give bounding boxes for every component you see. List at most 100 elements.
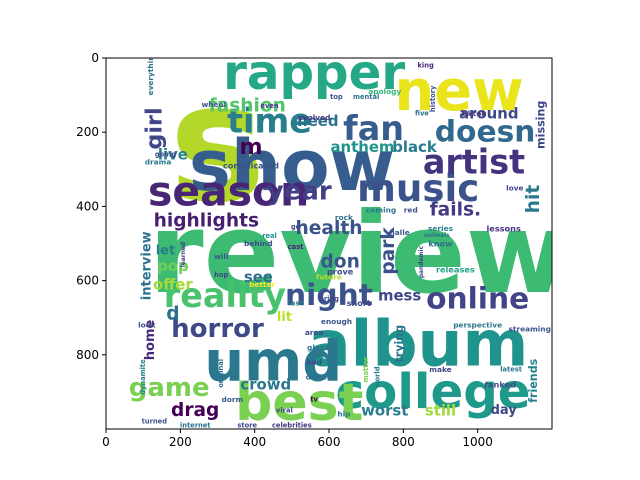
word-complicated-64: complicated [223,161,279,171]
word-online-18: online [426,282,529,317]
word-cast-80: cast [288,243,304,251]
word-let-39: let [156,243,176,258]
word-look-103: look [138,321,157,330]
word-hop-68: hop [214,271,228,279]
word-coming-75: coming [366,206,396,215]
word-make-92: make [429,365,451,374]
word-night-17: night [285,278,373,313]
word-time-14: time [227,102,312,141]
word-animals-111: animals [424,233,450,239]
word-five-58: five [415,110,429,118]
word-top-55: top [330,93,343,101]
y-tick-label-600: 600 [76,274,99,288]
word-fails-29: fails. [430,200,482,221]
word-college-6: college [336,364,531,420]
word-king-59: king [417,61,434,69]
word-red-76: red [404,206,418,215]
word-go-79: go [291,223,301,231]
word-future-71: future [316,272,342,281]
word-drama-62: drama [145,157,172,166]
word-evolved-56: evolved [298,113,331,122]
word-latest-93: latest [500,366,523,374]
word-celebrities-99: celebrities [272,421,312,429]
word-will-67: will [214,252,228,261]
word-everything-52: everything [146,50,155,95]
word-area-87: area [305,328,324,337]
word-friends-49: friends [527,358,540,402]
word-offer-38: offer [153,275,193,293]
x-tick-label-1000: 1000 [462,435,493,449]
x-tick-label-200: 200 [169,435,192,449]
x-tick-label-600: 600 [318,435,341,449]
word-highlights-22: highlights [154,211,259,232]
word-prove-70: prove [327,266,354,276]
word-streaming-90: streaming [509,324,551,333]
word-short-83: short [347,298,371,308]
word-s-1: s [169,48,266,239]
word-matter-109: matter [362,356,370,382]
word-enough-86: enough [321,317,352,326]
word-year-15: year [267,177,332,207]
word-know-81: know [428,239,453,249]
word-fashion-24: fashion [209,96,286,117]
word-interview-41: interview [139,231,154,300]
word-worst-46: worst [361,401,408,419]
word-black-27: black [392,138,438,156]
word-learned-106: learned [181,242,187,267]
y-tick-label-0: 0 [91,51,99,65]
word-love-82: love [506,183,523,192]
word-see-40: see [244,268,273,286]
word-glass-88: glass [307,343,329,352]
word-m-34: m [239,134,262,160]
word-store-98: store [237,421,257,429]
word-going-63: going [155,150,176,158]
word-hip-97: hip [337,410,350,419]
word-history-107: history [429,85,437,112]
x-tick-label-800: 800 [392,435,415,449]
x-tick-label-0: 0 [102,435,110,449]
word-turned-101: turned [142,418,168,426]
word-internet-100: internet [180,421,211,429]
word-halle-77: halle [389,228,409,237]
y-tick-label-400: 400 [76,199,99,213]
word-ranked-91: ranked [484,379,516,389]
word-fan-13: fan [343,109,404,148]
word-bad-95: bad [306,358,322,367]
word-last-84: last [288,298,304,307]
word-pop-37: pop [157,257,189,275]
word-hit-30: hit [523,185,544,214]
word-original-105: original [217,359,225,388]
word-mess-42: mess [378,286,421,304]
word-home-44: home [143,320,158,361]
word-d-51: d [166,303,179,324]
word-missing-31: missing [534,101,547,149]
word-lit-43: lit [277,310,292,325]
word-health-23: health [296,218,363,239]
word-drag-21: drag [171,400,219,421]
word-doesn-12: doesn [435,115,536,150]
word-crowd-45: crowd [240,375,291,393]
word-perspective-89: perspective [453,321,502,330]
word-around-28: around [459,105,518,123]
word-real-66: real [262,232,277,240]
word-girl-32: girl [141,107,167,149]
word-behind-65: behind [244,239,273,248]
word-don-36: don [320,252,359,273]
word-releases-72: releases [436,264,475,274]
word-lessons-73: lessons [486,224,521,234]
word-rapper-4: rapper [223,45,405,101]
word-need-25: need [297,112,338,130]
x-tick-label-400: 400 [243,435,266,449]
word-album-5: album [308,307,528,381]
word-trying-50: trying [393,325,406,363]
x-axis: 0 200 400 600 800 1000 [102,429,493,449]
word-game-20: game [129,373,210,403]
word-world-108: world [373,366,381,387]
word-show-2: show [189,124,395,207]
y-tick-label-200: 200 [76,125,99,139]
y-tick-label-800: 800 [76,348,99,362]
word-cloud-plot-area: reviewsshownewrapperalbumcollegeumdbests… [129,45,552,429]
word-anthem-26: anthem [330,138,394,156]
